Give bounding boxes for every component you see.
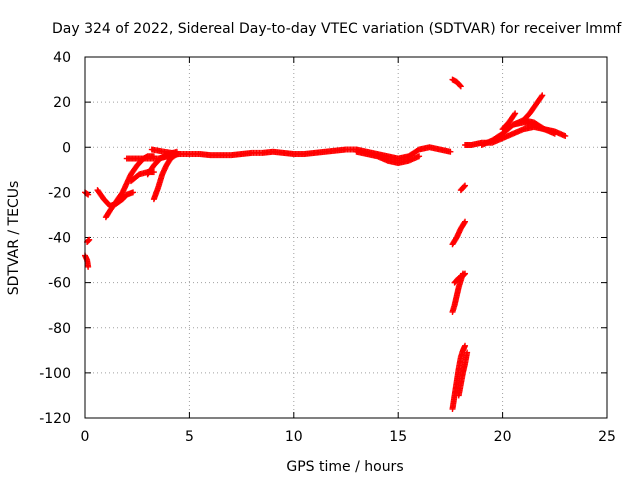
y-tick-label: -120 (39, 411, 71, 427)
data-point (539, 92, 546, 99)
x-axis-label: GPS time / hours (286, 459, 403, 475)
data-point (416, 153, 423, 160)
data-point (511, 111, 518, 118)
data-point (562, 132, 569, 139)
x-tick-label: 5 (185, 429, 194, 445)
data-point (512, 110, 519, 117)
data-point (457, 82, 464, 89)
y-tick-label: -80 (48, 321, 71, 337)
data-point (462, 342, 469, 349)
y-tick-label: 40 (53, 50, 71, 66)
x-tick-label: 10 (285, 429, 303, 445)
chart-title: Day 324 of 2022, Sidereal Day-to-day VTE… (52, 21, 622, 37)
y-tick-label: 0 (62, 140, 71, 156)
x-tick-label: 25 (598, 429, 616, 445)
y-tick-label: -40 (48, 231, 71, 247)
x-tick-label: 0 (81, 429, 90, 445)
data-point (464, 349, 471, 356)
y-tick-label: -100 (39, 366, 71, 382)
y-tick-label: -60 (48, 276, 71, 292)
data-point (85, 191, 92, 198)
data-point (86, 236, 93, 243)
data-point (457, 83, 464, 90)
plot-frame (84, 56, 608, 419)
y-axis-label: SDTVAR / TECUs (6, 181, 22, 296)
data-point (130, 189, 137, 196)
data-point (447, 148, 454, 155)
data-point (462, 218, 469, 225)
y-tick-label: -20 (48, 185, 71, 201)
data-point (538, 93, 545, 100)
x-tick-label: 20 (494, 429, 512, 445)
data-point (462, 182, 469, 189)
y-tick-label: 20 (53, 95, 71, 111)
data-point (551, 130, 558, 137)
data-point (85, 263, 92, 270)
data-point (459, 270, 466, 277)
data-point (461, 183, 468, 190)
x-tick-label: 15 (389, 429, 407, 445)
data-points (82, 76, 569, 412)
